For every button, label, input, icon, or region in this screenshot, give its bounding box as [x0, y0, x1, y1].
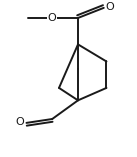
- Text: O: O: [105, 2, 114, 12]
- Text: O: O: [16, 117, 24, 127]
- Text: O: O: [48, 13, 57, 23]
